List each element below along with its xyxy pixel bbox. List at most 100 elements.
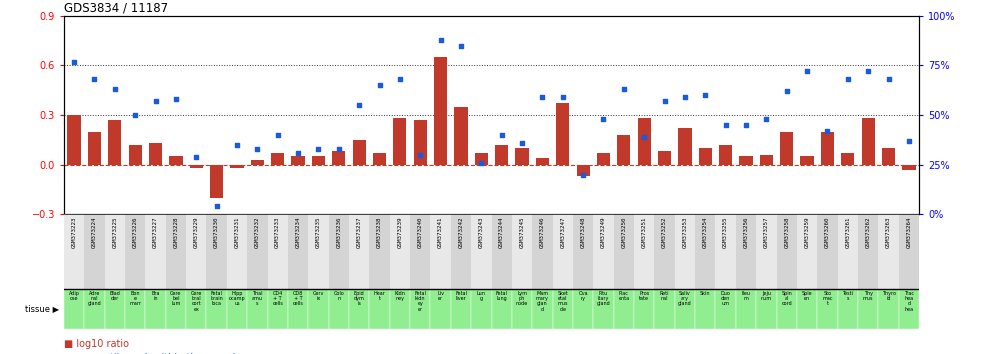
Point bbox=[514, 140, 530, 145]
Bar bbox=[475, 153, 488, 165]
Text: GSM373264: GSM373264 bbox=[906, 216, 911, 248]
Bar bbox=[817, 289, 838, 329]
Bar bbox=[312, 156, 325, 165]
Text: GSM373253: GSM373253 bbox=[682, 216, 687, 248]
Bar bbox=[291, 156, 305, 165]
Text: GSM373239: GSM373239 bbox=[397, 216, 402, 248]
Bar bbox=[148, 143, 162, 165]
Text: GSM373226: GSM373226 bbox=[133, 216, 138, 248]
Bar bbox=[655, 289, 674, 329]
Text: GSM373241: GSM373241 bbox=[438, 216, 443, 248]
Bar bbox=[716, 289, 736, 329]
Text: GSM373262: GSM373262 bbox=[866, 216, 871, 248]
Text: Hear
t: Hear t bbox=[374, 291, 385, 301]
Bar bbox=[858, 214, 879, 289]
Text: GSM373261: GSM373261 bbox=[845, 216, 850, 248]
Text: Ileu
m: Ileu m bbox=[741, 291, 751, 301]
Bar bbox=[85, 214, 104, 289]
Bar bbox=[186, 289, 206, 329]
Bar bbox=[495, 145, 508, 165]
Text: Mam
mary
glan
d: Mam mary glan d bbox=[536, 291, 549, 312]
Bar bbox=[434, 57, 447, 165]
Bar bbox=[125, 214, 145, 289]
Bar bbox=[328, 214, 349, 289]
Text: Trac
hea
d
hea: Trac hea d hea bbox=[904, 291, 914, 312]
Bar bbox=[658, 152, 671, 165]
Text: GSM373249: GSM373249 bbox=[601, 216, 606, 248]
Bar bbox=[471, 289, 492, 329]
Point bbox=[616, 86, 632, 92]
Bar bbox=[145, 214, 166, 289]
Bar bbox=[267, 289, 288, 329]
Text: Thyro
id: Thyro id bbox=[882, 291, 896, 301]
Bar bbox=[674, 214, 695, 289]
Bar bbox=[414, 120, 427, 165]
Bar bbox=[573, 289, 594, 329]
Point bbox=[66, 59, 82, 64]
Point bbox=[554, 95, 570, 100]
Text: Pros
tate: Pros tate bbox=[639, 291, 650, 301]
Text: Sket
etal
mus
cle: Sket etal mus cle bbox=[557, 291, 568, 312]
Text: GSM373245: GSM373245 bbox=[520, 216, 525, 248]
Text: ■ log10 ratio: ■ log10 ratio bbox=[64, 339, 129, 349]
Text: CD4
+ T
cells: CD4 + T cells bbox=[272, 291, 283, 306]
Text: GSM373259: GSM373259 bbox=[805, 216, 810, 248]
Text: Spin
al
cord: Spin al cord bbox=[781, 291, 792, 306]
Bar bbox=[756, 289, 777, 329]
Bar bbox=[451, 289, 471, 329]
Bar bbox=[64, 214, 85, 289]
Bar bbox=[166, 214, 186, 289]
Text: tissue ▶: tissue ▶ bbox=[25, 304, 59, 313]
Point bbox=[107, 86, 123, 92]
Bar bbox=[370, 214, 389, 289]
Bar bbox=[838, 289, 858, 329]
Bar bbox=[736, 289, 756, 329]
Bar bbox=[64, 289, 85, 329]
Point bbox=[168, 96, 184, 102]
Bar bbox=[760, 155, 773, 165]
Text: Bra
in: Bra in bbox=[151, 291, 160, 301]
Bar bbox=[129, 145, 142, 165]
Text: GSM373233: GSM373233 bbox=[275, 216, 280, 248]
Text: Lym
ph
node: Lym ph node bbox=[516, 291, 528, 306]
Text: GSM373232: GSM373232 bbox=[255, 216, 260, 248]
Bar bbox=[87, 132, 101, 165]
Bar bbox=[247, 289, 267, 329]
Point bbox=[147, 98, 163, 104]
Point bbox=[839, 76, 855, 82]
Bar bbox=[512, 214, 532, 289]
Text: GSM373230: GSM373230 bbox=[214, 216, 219, 248]
Point bbox=[208, 204, 224, 209]
Text: GSM373263: GSM373263 bbox=[886, 216, 891, 248]
Text: GSM373227: GSM373227 bbox=[153, 216, 158, 248]
Bar bbox=[104, 289, 125, 329]
Text: GSM373242: GSM373242 bbox=[458, 216, 463, 248]
Bar bbox=[719, 145, 732, 165]
Text: GSM373255: GSM373255 bbox=[723, 216, 728, 248]
Point bbox=[820, 128, 836, 134]
Bar bbox=[678, 128, 692, 165]
Point bbox=[269, 132, 285, 138]
Bar bbox=[898, 214, 919, 289]
Bar bbox=[858, 289, 879, 329]
Bar bbox=[288, 214, 309, 289]
Text: GSM373244: GSM373244 bbox=[499, 216, 504, 248]
Bar bbox=[781, 132, 793, 165]
Bar bbox=[634, 289, 655, 329]
Point bbox=[87, 76, 102, 82]
Bar bbox=[85, 289, 104, 329]
Bar bbox=[613, 214, 634, 289]
Bar bbox=[227, 289, 247, 329]
Bar bbox=[556, 103, 569, 165]
Text: GSM373260: GSM373260 bbox=[825, 216, 830, 248]
Bar bbox=[349, 214, 370, 289]
Bar bbox=[898, 289, 919, 329]
Text: Sto
mac
t: Sto mac t bbox=[822, 291, 833, 306]
Point bbox=[372, 82, 387, 88]
Bar bbox=[210, 165, 223, 198]
Bar bbox=[309, 289, 328, 329]
Point bbox=[575, 172, 591, 177]
Bar bbox=[267, 214, 288, 289]
Bar bbox=[879, 289, 898, 329]
Text: GSM373224: GSM373224 bbox=[92, 216, 97, 248]
